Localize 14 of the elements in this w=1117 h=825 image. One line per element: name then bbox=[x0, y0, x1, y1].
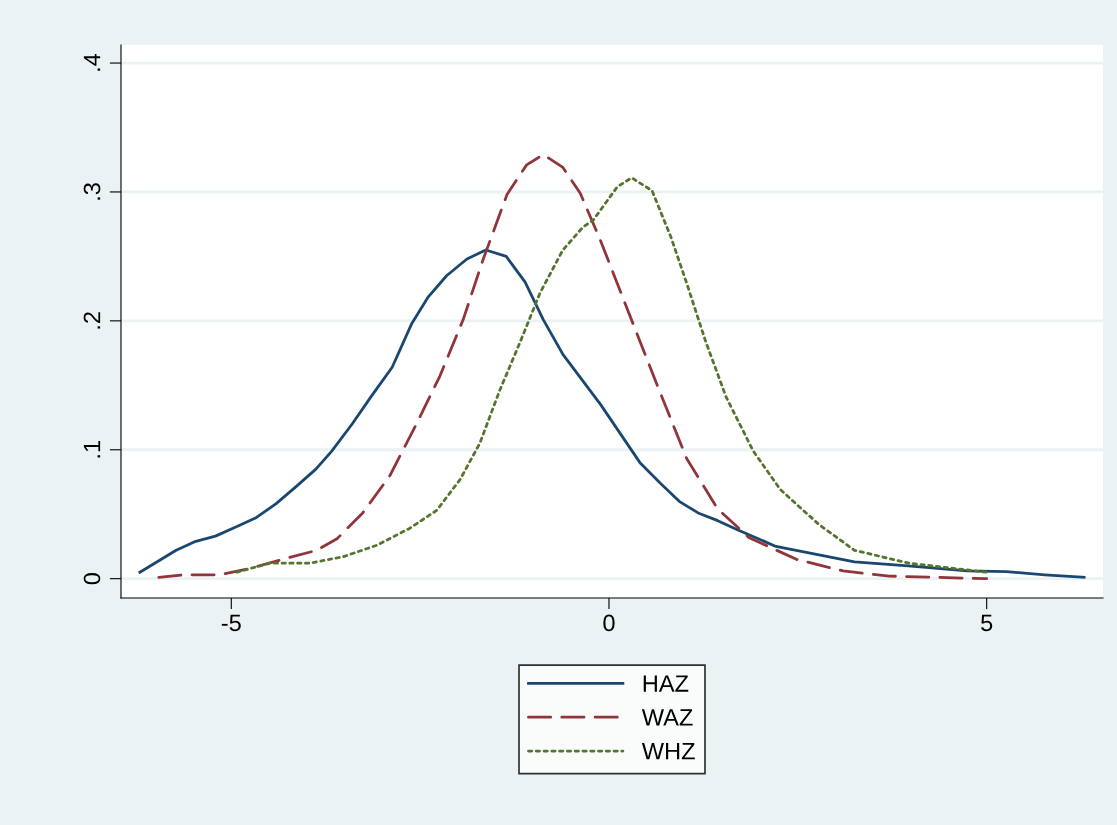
line-series bbox=[138, 248, 1086, 579]
legend-label: HAZ bbox=[643, 675, 689, 692]
line-series bbox=[235, 176, 989, 574]
legend-label: WAZ bbox=[641, 709, 693, 726]
line-series bbox=[157, 153, 989, 581]
y-tick-label: 0 bbox=[83, 573, 101, 585]
y-tick-label: .2 bbox=[83, 312, 101, 329]
y-tick-label: .4 bbox=[83, 53, 101, 71]
x-tick-label: 5 bbox=[981, 614, 993, 632]
y-tick-label: .1 bbox=[83, 441, 101, 458]
legend-label: WHZ bbox=[641, 743, 695, 760]
y-tick-label: .3 bbox=[83, 183, 101, 200]
x-tick-label: -5 bbox=[221, 614, 241, 632]
x-tick-label: 0 bbox=[603, 614, 615, 632]
